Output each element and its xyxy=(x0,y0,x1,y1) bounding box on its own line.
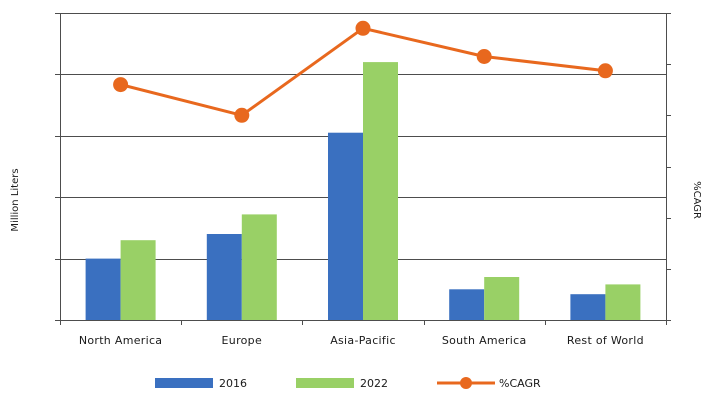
cagr-point-1 xyxy=(234,107,250,123)
legend-swatch-0 xyxy=(155,378,213,388)
cagr-line-layer xyxy=(113,20,613,123)
bar-2016-2 xyxy=(328,132,363,320)
cagr-point-3 xyxy=(476,49,492,64)
x-tick-label: Europe xyxy=(222,334,262,347)
bar-2022-2 xyxy=(363,62,398,320)
y-axis-title: Million Liters xyxy=(10,168,21,231)
cagr-point-0 xyxy=(113,77,129,93)
bar-2022-0 xyxy=(120,240,156,320)
cagr-point-4 xyxy=(597,63,613,79)
x-tick-label: North America xyxy=(79,334,163,347)
bar-2016-3 xyxy=(449,289,485,320)
category-labels: North America Europe Asia-Pacific South Ame… xyxy=(79,334,644,347)
bar-2016-0 xyxy=(85,258,121,320)
legend-label-2: %CAGR xyxy=(499,377,541,390)
legend-label-1: 2022 xyxy=(360,377,388,390)
bar-2022-3 xyxy=(484,277,520,320)
x-tick-label: South America xyxy=(442,334,527,347)
legend: 2016 2022 %CAGR xyxy=(155,377,541,390)
bar-2022-1 xyxy=(241,214,277,320)
x-tick-label: Rest of World xyxy=(567,334,644,347)
bar-2016-1 xyxy=(206,234,242,320)
bar-2016-4 xyxy=(570,294,606,320)
x-tick-label: Asia-Pacific xyxy=(330,334,396,347)
bar-2022-4 xyxy=(605,284,641,320)
cagr-point-2 xyxy=(355,20,371,36)
legend-marker-swatch xyxy=(460,377,472,389)
legend-label-0: 2016 xyxy=(219,377,247,390)
legend-swatch-1 xyxy=(296,378,354,388)
axes xyxy=(55,13,671,325)
bars xyxy=(85,62,641,320)
y2-axis-title: %CAGR xyxy=(691,181,702,219)
